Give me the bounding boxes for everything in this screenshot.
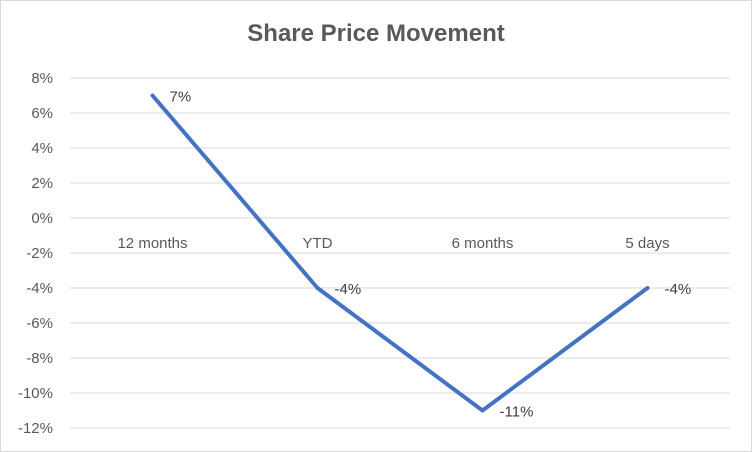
x-tick-label: 5 days [625,235,669,252]
series-line [150,93,650,413]
chart-title: Share Price Movement [247,20,505,47]
y-tick-label: -4% [26,280,53,297]
x-tick-label: 12 months [117,235,187,252]
y-tick-label: 2% [31,175,53,192]
x-tick-label: YTD [303,235,333,252]
y-tick-label: 8% [31,70,53,87]
y-tick-label: -10% [18,385,53,402]
data-label: -4% [335,281,362,298]
data-label: -11% [500,404,534,421]
y-tick-label: 4% [31,140,53,157]
y-tick-label: -2% [26,245,53,262]
y-tick-label: 6% [31,105,53,122]
y-tick-label: -12% [18,420,53,437]
y-tick-label: -8% [26,350,53,367]
data-label: 7% [170,89,192,106]
data-label: -4% [665,281,692,298]
y-tick-label: -6% [26,315,53,332]
y-tick-label: 0% [31,210,53,227]
x-tick-label: 6 months [452,235,514,252]
